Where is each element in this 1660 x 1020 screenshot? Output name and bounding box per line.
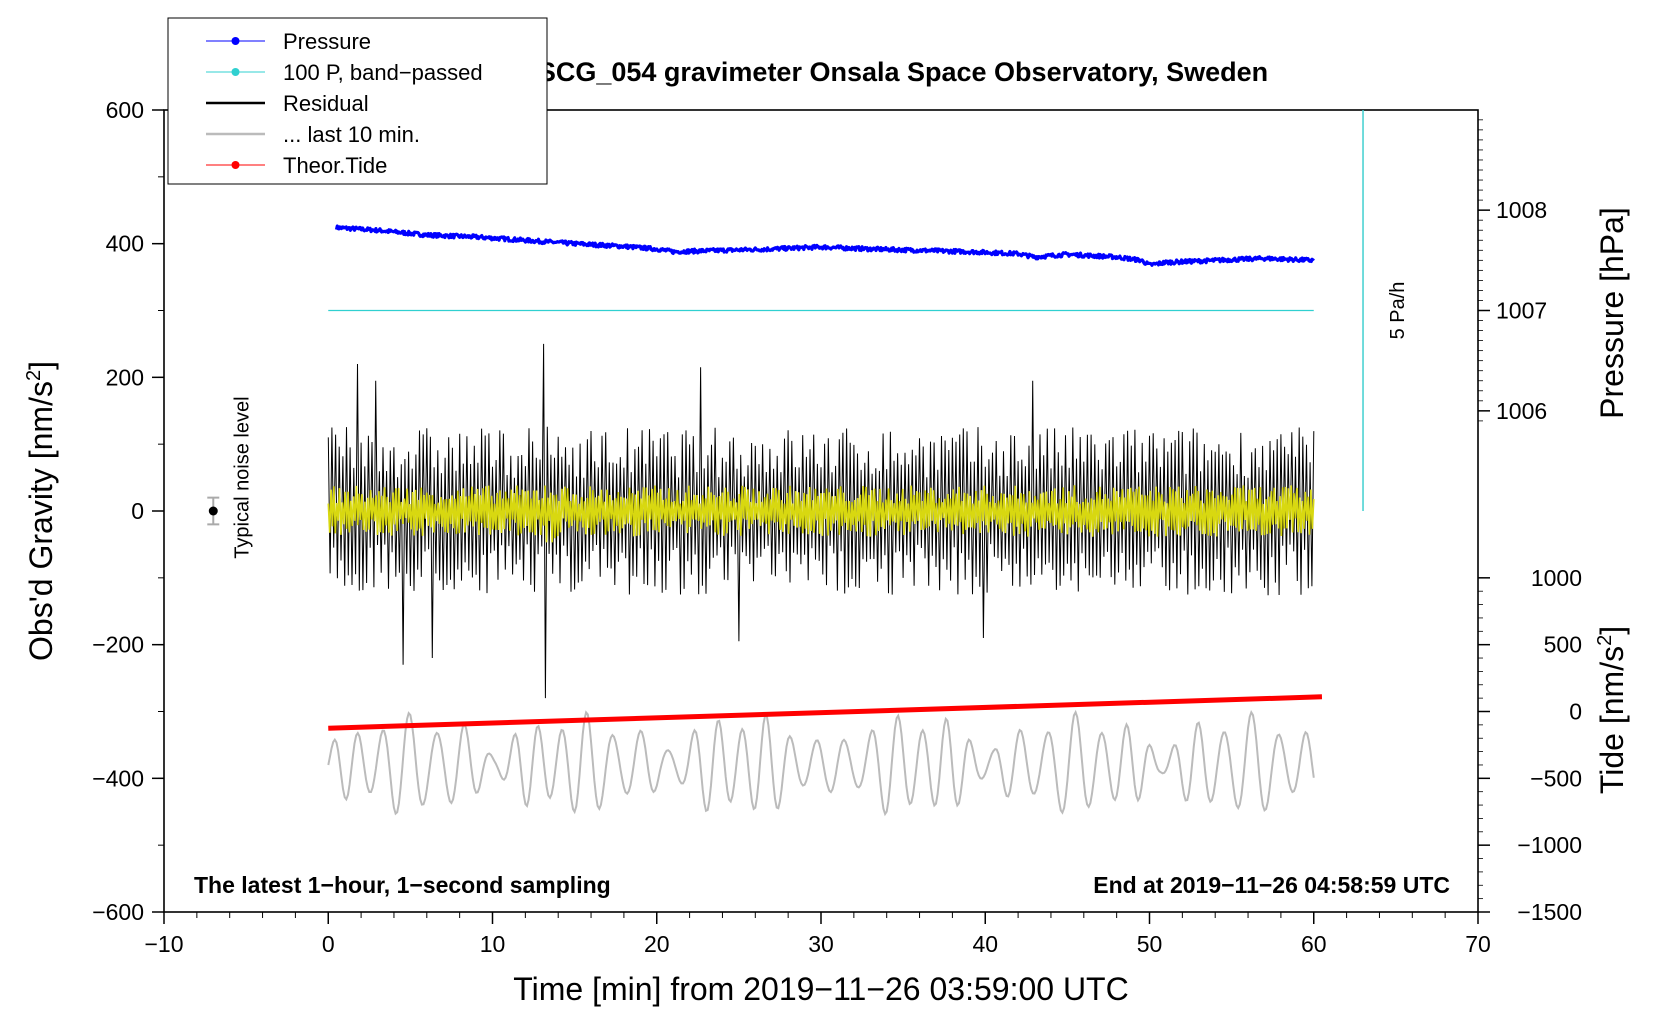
- legend-label: ... last 10 min.: [283, 122, 420, 147]
- noise-point: [208, 506, 218, 516]
- legend-label: 100 P, band−passed: [283, 60, 483, 85]
- residual-line: [327, 343, 1315, 699]
- tide-tick-label: 1000: [1531, 565, 1582, 591]
- tide-tick-label: −1000: [1517, 832, 1582, 858]
- x-tick-label: −10: [144, 931, 183, 957]
- y-tick-label: 600: [106, 97, 144, 123]
- y-axis-label-tide-end: ]: [1594, 626, 1630, 635]
- y-tick-label: 0: [131, 498, 144, 524]
- pressure-tick-label: 1006: [1496, 398, 1547, 424]
- x-axis-label: Time [min] from 2019−11−26 03:59:00 UTC: [513, 971, 1128, 1007]
- y-axis-label-gravity: Obs'd Gravity [nm/s2]: [23, 361, 59, 661]
- tide-tick-label: −500: [1530, 765, 1582, 791]
- residual-band-line: [327, 485, 1315, 543]
- y-axis-label-pressure: Pressure [hPa]: [1594, 207, 1630, 419]
- y-axis-label-tide-main: Tide [nm/s: [1594, 646, 1630, 794]
- legend-marker: [231, 68, 240, 76]
- y-axis-label-tide-sup: 2: [1594, 635, 1616, 646]
- legend-label: Theor.Tide: [283, 153, 387, 178]
- y-tick-label: 400: [106, 231, 144, 257]
- tide-tick-label: 0: [1569, 699, 1582, 725]
- y-axis-label-gravity-sup: 2: [23, 370, 45, 381]
- residual-series: [327, 343, 1315, 699]
- x-axis-ticks: −10 0 10 20 30 40 50 60 70: [144, 912, 1491, 957]
- y-tick-label: −400: [92, 765, 144, 791]
- tide-tick-label: 500: [1544, 632, 1582, 658]
- noise-level-label: Typical noise level: [231, 396, 253, 558]
- y-tick-label: −200: [92, 632, 144, 658]
- x-tick-label: 60: [1301, 931, 1327, 957]
- y-tick-label: −600: [92, 899, 144, 925]
- y-tick-label: 200: [106, 364, 144, 390]
- x-tick-label: 70: [1465, 931, 1491, 957]
- last-10-min-line: [327, 709, 1315, 817]
- pressure-series: [334, 224, 1315, 267]
- legend-box: [167, 17, 548, 185]
- pressure-tick-label: 1007: [1496, 298, 1547, 324]
- residual-band-series: [327, 485, 1315, 543]
- x-tick-label: 30: [808, 931, 834, 957]
- legend-label: Residual: [283, 91, 369, 116]
- y-axis-label-gravity-main: Obs'd Gravity [nm/s: [23, 381, 59, 661]
- pressure-line: [334, 224, 1315, 267]
- legend: Pressure 100 P, band−passed Residual ... la…: [167, 17, 548, 185]
- legend-marker: [231, 161, 240, 169]
- y-axis-label-gravity-end: ]: [23, 361, 59, 370]
- x-tick-label: 0: [322, 931, 335, 957]
- last-10-min-series: [327, 709, 1315, 817]
- tide-axis-ticks: 1000 500 0 −500 −1000 −1500: [1478, 565, 1582, 925]
- annotation-end-time: End at 2019−11−26 04:58:59 UTC: [1093, 872, 1450, 898]
- pressure-tick-label: 1008: [1496, 197, 1547, 223]
- y-axis-ticks: 600 400 200 0 −200 −400 −600: [92, 97, 164, 925]
- legend-marker: [231, 37, 240, 45]
- tide-line: [328, 694, 1323, 731]
- tide-tick-label: −1500: [1517, 899, 1582, 925]
- annotation-sampling: The latest 1−hour, 1−second sampling: [194, 872, 611, 898]
- y-axis-label-tide: Tide [nm/s2]: [1594, 626, 1630, 794]
- legend-label: Pressure: [283, 29, 371, 54]
- x-tick-label: 10: [480, 931, 506, 957]
- scale-bar-label: 5 Pa/h: [1387, 282, 1409, 340]
- chart-title: SCG_054 gravimeter Onsala Space Observat…: [538, 57, 1268, 87]
- x-tick-label: 40: [972, 931, 998, 957]
- scale-bar-group: 5 Pa/h: [1362, 110, 1409, 511]
- theoretical-tide-series: [328, 694, 1323, 731]
- noise-level-marker: Typical noise level: [207, 396, 253, 559]
- pressure-axis-ticks: 1008 1007 1006: [1478, 119, 1547, 424]
- x-tick-label: 50: [1137, 931, 1163, 957]
- x-tick-label: 20: [644, 931, 670, 957]
